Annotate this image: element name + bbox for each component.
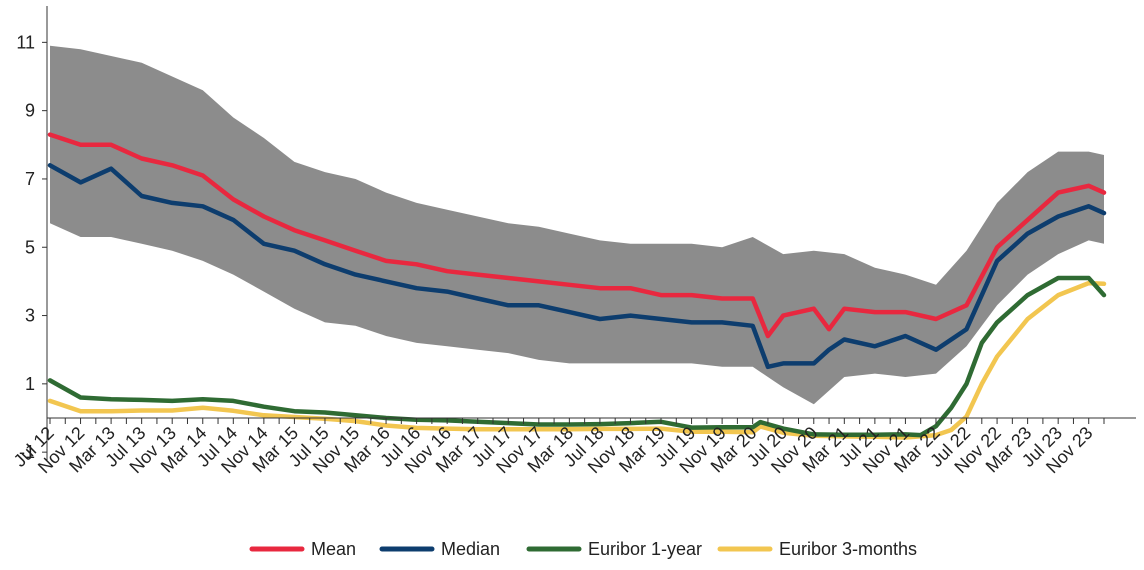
- y-tick-label: 5: [25, 237, 35, 257]
- y-tick-label: 11: [16, 32, 35, 52]
- series-line-mean: [47, 132, 1107, 339]
- y-tick-label: 3: [25, 306, 35, 326]
- series-line-euribor-3-months: [47, 280, 1107, 440]
- y-tick-label: -1: [19, 442, 35, 462]
- legend: Mean Median Euribor 1-year Euribor 3-months: [249, 539, 917, 559]
- y-tick-label: 7: [25, 169, 35, 189]
- series-line-median: [47, 163, 1107, 370]
- legend-label-median: Median: [441, 539, 500, 559]
- series-lines: [47, 132, 1107, 440]
- y-tick-label: 9: [25, 101, 35, 121]
- range-band-area: [50, 45, 1104, 405]
- range-band: [50, 45, 1104, 405]
- legend-label-euribor-3-months: Euribor 3-months: [779, 539, 917, 559]
- y-tick-label: 1: [25, 374, 35, 394]
- y-tick-labels: -1 1 3 5 7 9 11: [16, 32, 35, 462]
- axes: [42, 6, 1136, 461]
- legend-label-mean: Mean: [311, 539, 356, 559]
- legend-label-euribor-1-year: Euribor 1-year: [588, 539, 702, 559]
